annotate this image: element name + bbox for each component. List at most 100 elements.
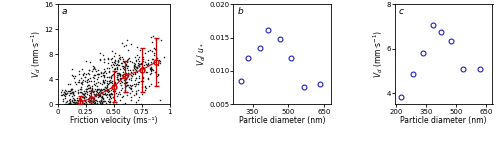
Point: [68, 74, 76, 76]
Point: [66, 83, 74, 85]
Point: [130, 62, 138, 65]
Point: [141, 61, 149, 63]
Point: [126, 84, 134, 86]
Point: [118, 61, 126, 64]
Point: [112, 59, 120, 61]
Point: [96, 93, 104, 95]
Point: [94, 73, 102, 75]
Point: [112, 64, 120, 67]
Point: [145, 85, 153, 87]
Point: [94, 94, 102, 96]
Point: [88, 97, 96, 99]
Point: [144, 59, 152, 61]
Point: [132, 93, 140, 95]
Point: [74, 89, 82, 91]
Point: [100, 97, 108, 99]
Point: [104, 57, 112, 59]
Point: [98, 89, 106, 91]
Point: [134, 77, 142, 79]
Point: [118, 65, 126, 68]
Point: [132, 101, 140, 103]
Point: [100, 75, 108, 78]
Point: [138, 77, 146, 79]
Point: [143, 70, 151, 73]
Point: [140, 68, 148, 71]
Point: [87, 95, 95, 97]
Point: [124, 69, 132, 71]
Point: [120, 82, 128, 84]
Point: [88, 90, 96, 92]
Point: [107, 76, 115, 78]
Point: [70, 81, 78, 83]
Point: [80, 103, 88, 105]
Point: [147, 68, 155, 71]
Point: [144, 62, 152, 65]
Point: [110, 73, 118, 75]
Point: [87, 99, 95, 101]
Point: [76, 103, 84, 105]
Point: [82, 88, 90, 90]
Point: [82, 99, 90, 101]
Point: [79, 74, 87, 76]
Point: [133, 65, 141, 68]
Point: [61, 95, 69, 97]
Point: [126, 88, 134, 90]
Point: [110, 75, 118, 77]
Point: [127, 99, 135, 101]
Point: [114, 60, 122, 62]
Point: [79, 78, 87, 81]
Point: [84, 69, 92, 71]
Point: [66, 92, 74, 94]
Point: [76, 103, 84, 105]
Point: [85, 73, 93, 75]
Point: [131, 72, 139, 74]
Point: [69, 92, 77, 94]
Point: [150, 35, 158, 37]
Point: [80, 76, 88, 78]
Point: [114, 54, 122, 57]
Point: [94, 88, 102, 90]
Point: [86, 92, 94, 94]
Point: [130, 64, 138, 66]
Point: [119, 75, 127, 77]
Point: [84, 81, 92, 83]
Point: [138, 86, 146, 89]
Point: [93, 103, 101, 105]
Point: [123, 91, 131, 93]
Point: [92, 89, 100, 92]
Point: [76, 98, 84, 100]
Point: [66, 94, 74, 97]
Point: [62, 93, 70, 96]
Point: [69, 97, 77, 99]
Point: [100, 68, 108, 70]
Point: [135, 65, 143, 67]
Point: [120, 84, 128, 86]
Point: [132, 103, 140, 105]
Point: [101, 89, 109, 92]
Point: [66, 101, 74, 103]
Point: [82, 88, 90, 90]
Point: [61, 97, 69, 99]
Point: [110, 55, 118, 58]
Point: [106, 95, 114, 97]
Point: [64, 103, 72, 105]
Point: [82, 100, 90, 102]
Point: [80, 97, 88, 99]
Point: [66, 103, 74, 105]
Point: [96, 71, 104, 73]
Point: [90, 74, 98, 76]
Point: [87, 102, 95, 104]
Point: [110, 68, 118, 70]
Point: [79, 103, 87, 105]
Point: [132, 67, 140, 69]
Point: [108, 82, 116, 84]
Point: [123, 65, 131, 67]
Point: [134, 82, 142, 85]
Point: [116, 75, 124, 77]
Point: [78, 92, 86, 94]
Point: [76, 91, 84, 93]
Point: [109, 96, 117, 98]
Point: [90, 88, 98, 91]
Point: [116, 74, 124, 77]
Point: [92, 95, 100, 97]
